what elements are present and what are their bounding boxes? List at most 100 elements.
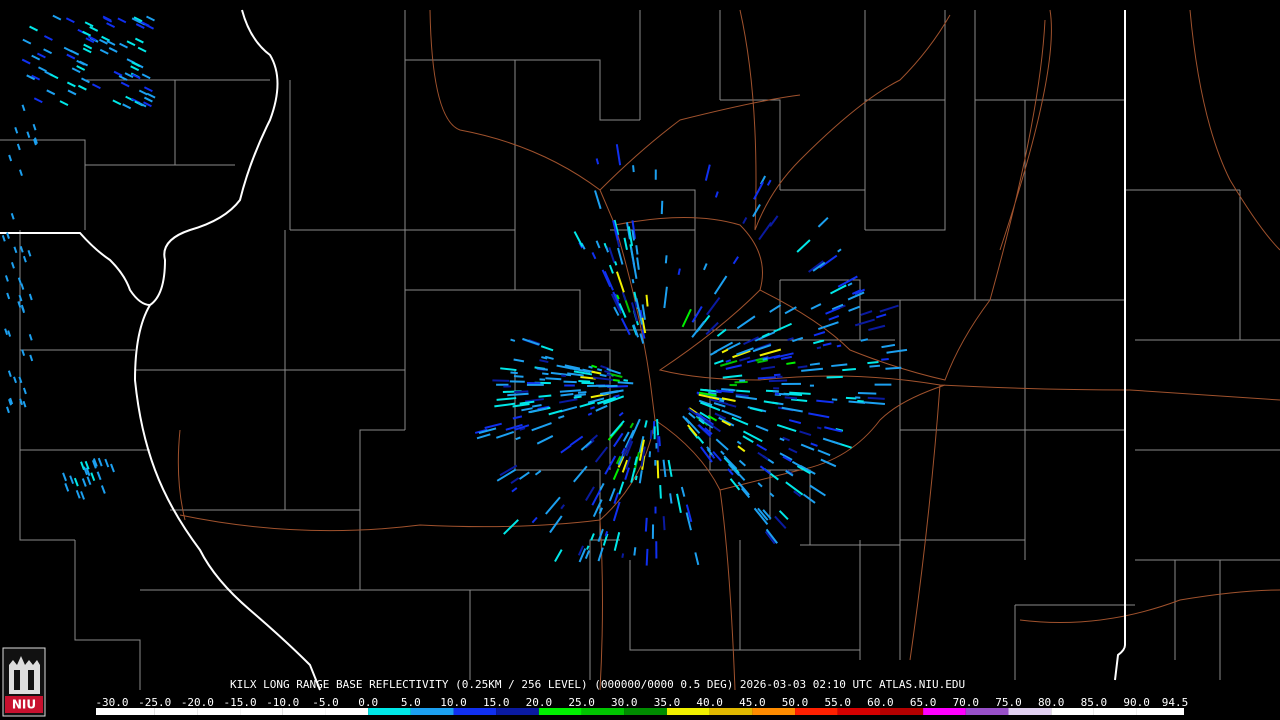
echo bbox=[118, 75, 128, 81]
echo bbox=[713, 359, 724, 365]
colorbar-segment bbox=[965, 708, 1009, 715]
echo bbox=[540, 345, 554, 352]
echo bbox=[635, 245, 639, 255]
echo bbox=[22, 400, 27, 408]
echo bbox=[721, 419, 732, 427]
echo bbox=[700, 401, 721, 412]
echo bbox=[101, 35, 111, 42]
echo bbox=[9, 397, 14, 405]
echo bbox=[766, 179, 772, 186]
echo bbox=[6, 406, 10, 414]
echo bbox=[704, 164, 711, 181]
echo bbox=[578, 379, 591, 383]
echo bbox=[736, 315, 756, 330]
echo bbox=[81, 77, 90, 84]
echo bbox=[622, 437, 633, 457]
echo bbox=[21, 58, 31, 65]
echo bbox=[38, 66, 47, 73]
echo bbox=[621, 447, 626, 455]
echo bbox=[709, 398, 728, 406]
echo bbox=[71, 67, 81, 74]
echo bbox=[22, 255, 27, 263]
echo bbox=[507, 392, 529, 397]
echo bbox=[752, 344, 772, 353]
echo bbox=[752, 204, 761, 218]
echo bbox=[598, 482, 605, 492]
echo bbox=[10, 212, 15, 220]
echo bbox=[612, 379, 620, 382]
echo bbox=[755, 357, 764, 362]
echo bbox=[732, 256, 739, 265]
echo bbox=[831, 303, 844, 311]
echo bbox=[86, 476, 92, 486]
echo bbox=[595, 158, 600, 165]
echo bbox=[753, 181, 764, 200]
colorbar-segment bbox=[666, 708, 710, 715]
echo bbox=[13, 376, 17, 384]
echo bbox=[635, 298, 640, 309]
echo bbox=[781, 406, 803, 413]
echo bbox=[822, 437, 842, 446]
echo bbox=[762, 509, 772, 520]
echo bbox=[732, 349, 751, 359]
colorbar-label: 30.0 bbox=[611, 696, 638, 709]
echo bbox=[580, 440, 592, 451]
echo bbox=[613, 394, 620, 399]
echo bbox=[618, 303, 627, 318]
echo bbox=[698, 399, 713, 407]
echo bbox=[720, 360, 738, 367]
echo bbox=[7, 330, 12, 337]
echo bbox=[522, 337, 540, 346]
echo bbox=[641, 304, 646, 320]
echo bbox=[514, 390, 529, 394]
echo bbox=[52, 14, 62, 21]
echo bbox=[511, 487, 518, 493]
echo bbox=[791, 398, 808, 403]
echo bbox=[837, 275, 858, 288]
echo bbox=[685, 504, 693, 523]
echo bbox=[687, 407, 700, 417]
echo bbox=[598, 507, 604, 515]
echo bbox=[637, 307, 644, 325]
echo bbox=[695, 412, 714, 426]
echo bbox=[640, 439, 645, 452]
echo bbox=[476, 433, 491, 440]
echo bbox=[796, 465, 812, 475]
echo bbox=[697, 435, 705, 444]
echo bbox=[82, 30, 92, 37]
echo bbox=[716, 328, 727, 337]
echo bbox=[756, 443, 768, 452]
echo bbox=[680, 486, 686, 497]
echo bbox=[729, 478, 741, 491]
echo bbox=[494, 402, 516, 408]
echo bbox=[577, 391, 587, 394]
echo bbox=[812, 261, 826, 272]
radar-echoes bbox=[1, 14, 908, 566]
echo bbox=[761, 332, 771, 338]
echo bbox=[867, 396, 885, 400]
echo bbox=[623, 237, 628, 251]
echo bbox=[586, 545, 590, 550]
echo bbox=[825, 306, 841, 315]
echo bbox=[773, 322, 792, 333]
echo bbox=[46, 89, 56, 96]
echo bbox=[594, 190, 602, 210]
echo bbox=[542, 372, 549, 376]
echo bbox=[857, 391, 877, 395]
echo bbox=[131, 73, 141, 80]
echo bbox=[718, 416, 735, 427]
echo bbox=[131, 61, 141, 68]
echo bbox=[854, 318, 875, 327]
colorbar-label: 70.0 bbox=[953, 696, 980, 709]
echo bbox=[667, 459, 673, 477]
echo bbox=[869, 364, 881, 368]
echo bbox=[31, 54, 41, 61]
echo bbox=[554, 549, 563, 563]
echo bbox=[725, 402, 737, 408]
echo bbox=[20, 283, 25, 290]
colorbar-label: -25.0 bbox=[138, 696, 171, 709]
echo bbox=[662, 516, 666, 531]
echo bbox=[87, 35, 97, 42]
echo bbox=[574, 393, 587, 397]
echo bbox=[662, 459, 667, 478]
